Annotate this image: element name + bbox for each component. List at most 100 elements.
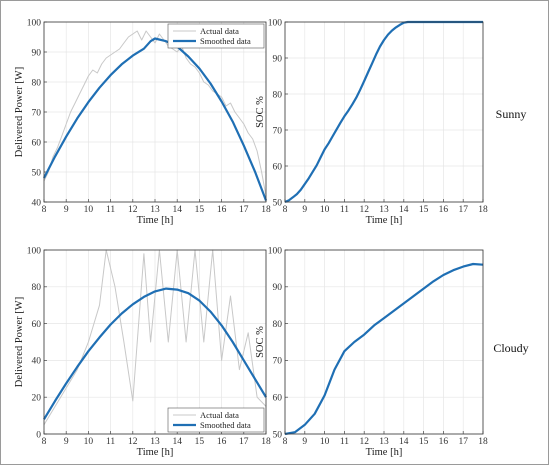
x-tick-label: 12: [359, 205, 369, 215]
x-tick-label: 15: [419, 205, 429, 215]
x-tick-label: 10: [320, 205, 330, 215]
x-axis-label: Time [h]: [137, 447, 174, 458]
y-axis-label: Delivered Power [W]: [14, 297, 25, 387]
axes-box: [284, 21, 484, 203]
x-tick-label: 17: [458, 205, 468, 215]
x-tick-label: 9: [302, 437, 307, 447]
x-tick-label: 18: [261, 205, 271, 215]
x-tick-label: 10: [84, 437, 94, 447]
smoothed-data-line: [284, 20, 483, 204]
x-tick-label: 8: [283, 437, 288, 447]
y-tick-label: 50: [273, 430, 283, 440]
x-tick-label: 14: [399, 437, 409, 447]
x-tick-label: 17: [239, 205, 249, 215]
x-tick-label: 15: [195, 205, 205, 215]
x-tick-label: 17: [239, 437, 249, 447]
y-tick-label: 100: [27, 246, 42, 256]
y-tick-label: 70: [32, 108, 42, 118]
y-tick-label: 50: [32, 168, 42, 178]
x-tick-label: 16: [439, 437, 449, 447]
row-label-sunny: Sunny: [496, 107, 527, 121]
legend-box: [167, 407, 265, 433]
x-tick-label: 12: [359, 437, 369, 447]
x-tick-label: 12: [128, 205, 138, 215]
x-tick-label: 11: [340, 437, 349, 447]
y-tick-label: 90: [32, 48, 42, 58]
x-tick-label: 18: [478, 205, 488, 215]
x-tick-label: 9: [64, 437, 69, 447]
x-tick-label: 13: [379, 437, 389, 447]
x-tick-label: 9: [302, 205, 307, 215]
x-tick-label: 14: [172, 437, 182, 447]
x-tick-label: 8: [42, 437, 47, 447]
x-axis-label: Time [h]: [137, 215, 174, 226]
chart-panel-3: 8 9 10 11 12 13 14 15 16 17 18 0 20 40 60 80 100 Time [h]…: [14, 246, 271, 458]
x-tick-label: 9: [64, 205, 69, 215]
y-axis-label: SOC %: [255, 326, 266, 358]
y-tick-label: 20: [32, 394, 42, 404]
x-tick-label: 18: [478, 437, 488, 447]
y-axis-label: Delivered Power [W]: [14, 67, 25, 157]
x-tick-label: 8: [283, 205, 288, 215]
y-tick-label: 40: [32, 198, 42, 208]
actual-data-line: [43, 30, 267, 197]
x-tick-label: 15: [419, 437, 429, 447]
x-axis-label: Time [h]: [366, 215, 403, 226]
x-tick-label: 12: [128, 437, 138, 447]
x-tick-label: 11: [106, 437, 115, 447]
x-tick-label: 14: [172, 205, 182, 215]
legend-label: Actual data: [200, 410, 239, 420]
y-tick-label: 60: [32, 320, 42, 330]
y-tick-label: 100: [268, 246, 283, 256]
row-label-cloudy: Cloudy: [493, 341, 528, 355]
y-tick-label: 70: [273, 357, 283, 367]
y-tick-label: 40: [32, 357, 42, 367]
axes-box: [43, 21, 267, 203]
y-tick-label: 80: [273, 320, 283, 330]
y-tick-label: 80: [32, 283, 42, 293]
legend-box: [167, 23, 265, 49]
chart-panel-1: 8 9 10 11 12 13 14 15 16 17 18 40 50 60 70 80 90 100 Time …: [14, 18, 271, 226]
x-tick-label: 10: [84, 205, 94, 215]
x-axis-label: Time [h]: [366, 447, 403, 458]
x-tick-label: 16: [217, 205, 227, 215]
x-tick-label: 16: [439, 205, 449, 215]
smoothed-data-line: [284, 262, 484, 436]
x-tick-label: 13: [379, 205, 389, 215]
x-tick-label: 16: [217, 437, 227, 447]
y-tick-label: 100: [27, 18, 42, 28]
y-tick-label: 70: [273, 126, 283, 136]
x-tick-label: 11: [340, 205, 349, 215]
legend-label: Smoothed data: [200, 36, 251, 46]
legend-label: Actual data: [200, 26, 239, 36]
y-tick-label: 80: [32, 78, 42, 88]
y-tick-label: 60: [32, 138, 42, 148]
x-tick-label: 11: [106, 205, 115, 215]
y-tick-label: 60: [273, 162, 283, 172]
axes-box: [43, 249, 267, 435]
y-tick-label: 50: [273, 198, 283, 208]
y-tick-label: 60: [273, 394, 283, 404]
x-tick-label: 15: [195, 437, 205, 447]
y-tick-label: 80: [273, 90, 283, 100]
x-tick-label: 8: [42, 205, 47, 215]
x-tick-label: 14: [399, 205, 409, 215]
x-tick-label: 13: [150, 205, 160, 215]
y-tick-label: 90: [273, 283, 283, 293]
x-tick-label: 13: [150, 437, 160, 447]
smoothed-data-line: [43, 287, 267, 420]
legend-label: Smoothed data: [200, 420, 251, 430]
y-tick-label: 0: [36, 430, 41, 440]
y-tick-label: 100: [268, 18, 283, 28]
x-tick-label: 18: [261, 437, 271, 447]
x-tick-label: 17: [458, 437, 468, 447]
x-tick-label: 10: [320, 437, 330, 447]
smoothed-data-line: [43, 37, 268, 201]
y-tick-label: 90: [273, 54, 283, 64]
